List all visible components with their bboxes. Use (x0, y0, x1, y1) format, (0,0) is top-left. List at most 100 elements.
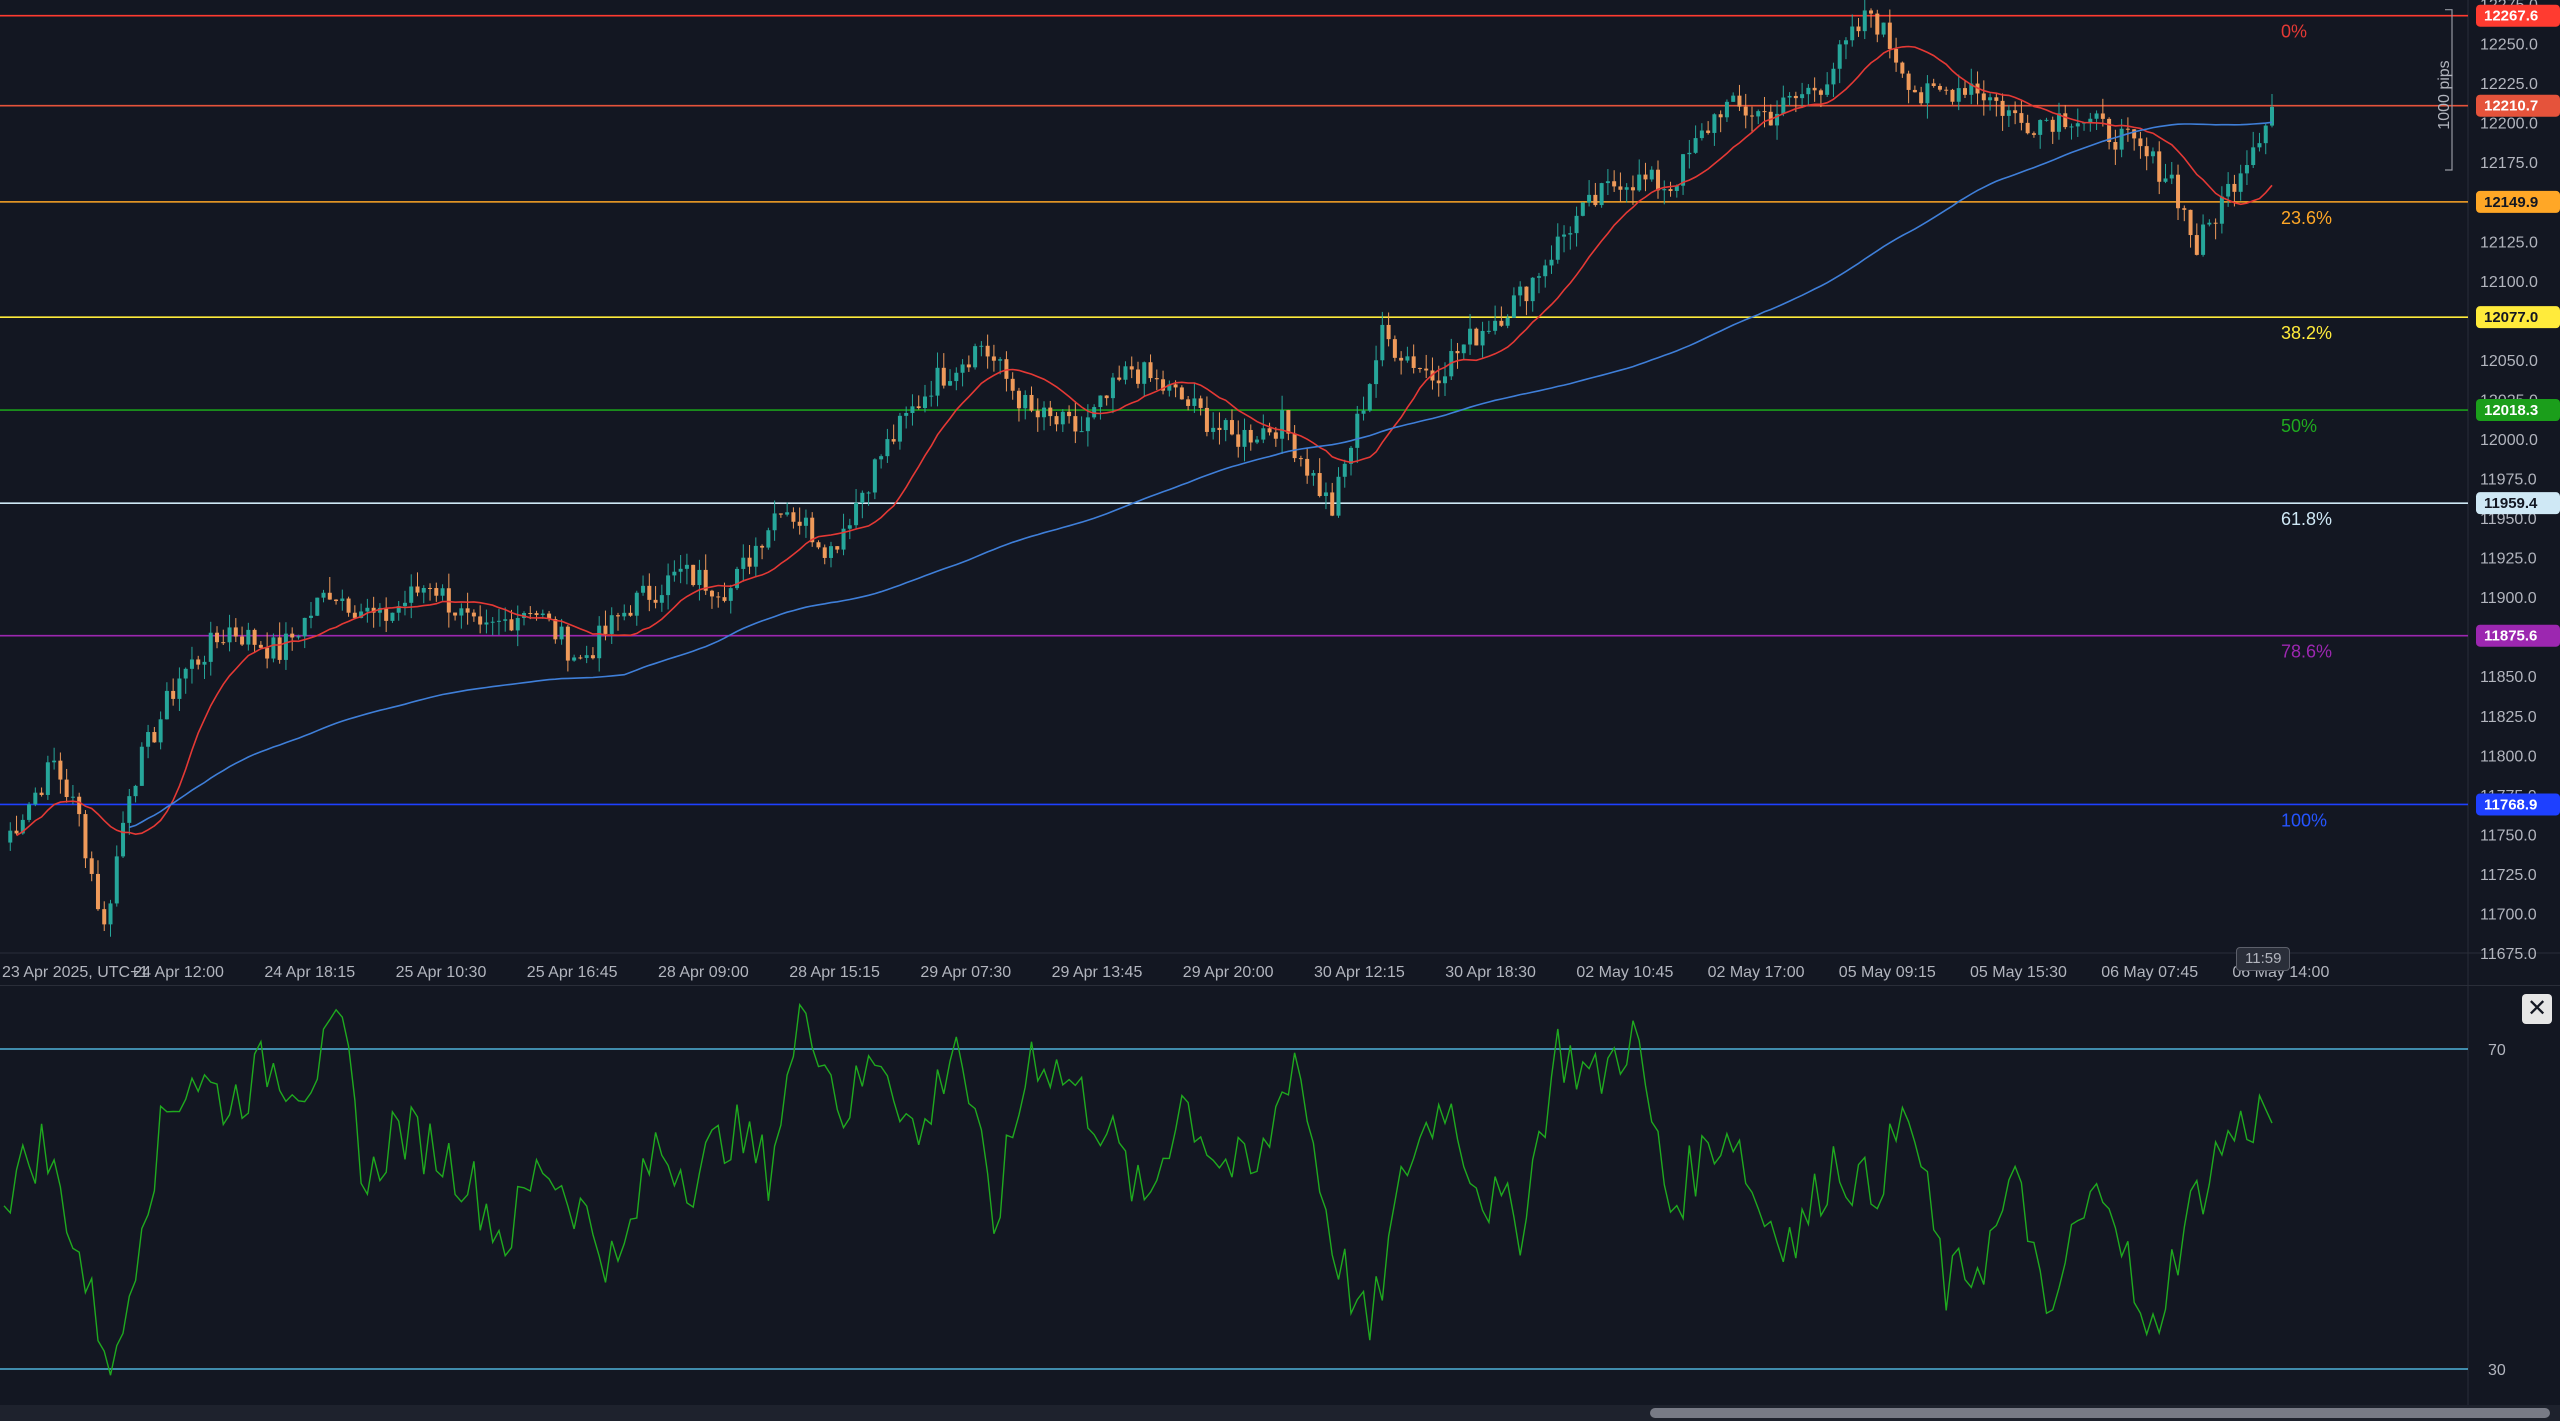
candle-body (1900, 62, 1905, 74)
candle-body (465, 608, 470, 613)
candle-body (302, 617, 307, 637)
candle-body (703, 569, 708, 591)
candle-body (14, 830, 19, 834)
candle-body (33, 792, 38, 805)
candle-body (904, 413, 909, 416)
candle-body (1612, 181, 1617, 187)
price-badge-bg (2476, 793, 2560, 816)
candle-body (634, 592, 639, 616)
candle-body (1417, 367, 1422, 369)
candle-body (1298, 458, 1303, 460)
candle-body (2031, 133, 2036, 135)
price-tick-label: 12225.0 (2480, 76, 2538, 93)
price-badge-text: 11959.4 (2484, 495, 2538, 512)
candle-body (321, 592, 326, 598)
candle-body (1749, 115, 1754, 117)
candle-body (1468, 328, 1473, 345)
candle-body (2069, 126, 2074, 128)
candle-body (1211, 427, 1216, 432)
candle-body (2013, 110, 2018, 114)
candle-body (1192, 398, 1197, 406)
candle-body (578, 657, 583, 659)
scrollbar-thumb[interactable] (1650, 1408, 2550, 1418)
candle-body (233, 627, 238, 637)
candle-body (885, 439, 890, 457)
candle-body (1944, 89, 1949, 91)
candle-body (1919, 92, 1924, 104)
candle-body (785, 512, 790, 515)
candle-body (1843, 40, 1848, 45)
candle-body (1179, 387, 1184, 400)
candle-body (1994, 97, 1999, 101)
candle-body (954, 372, 959, 382)
candle-body (202, 661, 207, 665)
candle-body (240, 636, 245, 645)
candle-body (1668, 189, 1673, 191)
candle-body (1129, 366, 1134, 370)
candle-body (2125, 128, 2130, 130)
candle-body (1098, 395, 1103, 408)
candle-body (246, 629, 251, 645)
time-tick-label: 28 Apr 15:15 (789, 964, 880, 981)
candle-body (803, 517, 808, 526)
candle-body (2044, 119, 2049, 121)
candle-body (1712, 114, 1717, 133)
price-chart-pane[interactable]: 12275.012250.012225.012200.012175.012150… (0, 0, 2560, 985)
price-tick-label: 11700.0 (2480, 906, 2537, 923)
candle-body (1963, 88, 1968, 95)
candle-body (659, 595, 664, 603)
candle-body (565, 626, 570, 661)
price-tick-label: 12200.0 (2480, 116, 2538, 133)
candle-body (534, 613, 539, 615)
candle-body (797, 521, 802, 526)
candle-body (935, 367, 940, 396)
rsi-pane[interactable]: 70 30 (0, 985, 2560, 1405)
price-badge-bg (2476, 94, 2560, 117)
price-tick-label: 12250.0 (2480, 37, 2538, 54)
candle-body (791, 512, 796, 522)
candle-body (741, 557, 746, 569)
candle-body (760, 545, 765, 548)
candle-body (108, 903, 113, 925)
candle-body (1405, 356, 1410, 361)
candle-body (1793, 95, 1798, 99)
candle-body (998, 359, 1003, 361)
candle-body (1280, 410, 1285, 439)
candle-body (2144, 146, 2149, 157)
candle-body (27, 804, 32, 820)
candle-body (2232, 183, 2237, 192)
candle-body (1787, 95, 1792, 98)
close-pane-button[interactable]: ✕ (2522, 994, 2552, 1024)
candle-body (1869, 10, 1874, 14)
candle-body (1261, 428, 1266, 440)
candle-body (1229, 420, 1234, 435)
fib-level-label: 23.6% (2281, 208, 2332, 228)
candle-body (684, 564, 689, 569)
candle-body (1236, 434, 1241, 447)
candle-body (64, 779, 69, 798)
candle-body (1931, 83, 1936, 86)
candle-body (2119, 128, 2124, 150)
time-tick-label: 28 Apr 09:00 (658, 964, 749, 981)
candle-body (265, 647, 270, 659)
candle-body (2100, 113, 2105, 119)
price-badge: 12210.7 (2476, 94, 2560, 117)
candle-body (1762, 111, 1767, 113)
candle-body (1305, 458, 1310, 476)
candle-body (1336, 476, 1341, 516)
price-tick-label: 11750.0 (2480, 827, 2537, 844)
price-badge-text: 12149.9 (2484, 194, 2538, 211)
candle-body (960, 364, 965, 373)
price-badge-text: 12018.3 (2484, 402, 2538, 419)
candle-body (1355, 413, 1360, 448)
rsi-tick-label: 30 (2488, 1362, 2506, 1379)
candle-body (979, 345, 984, 347)
candle-body (1361, 410, 1366, 414)
price-tick-label: 12100.0 (2480, 274, 2538, 291)
candle-body (1286, 410, 1291, 434)
candle-body (1699, 130, 1704, 139)
candle-body (1349, 447, 1354, 464)
time-tick-label: 30 Apr 12:15 (1314, 964, 1405, 981)
fib-level-label: 50% (2281, 416, 2317, 436)
